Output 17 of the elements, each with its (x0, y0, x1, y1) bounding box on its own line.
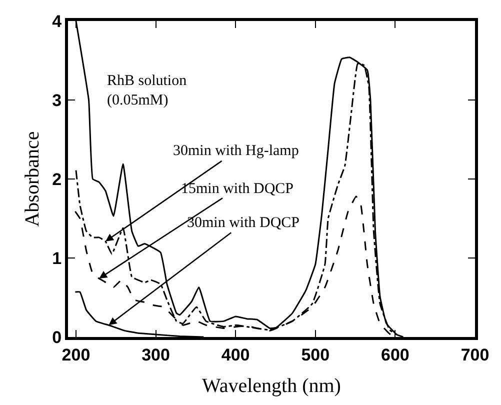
annotation: 30min with Hg-lamp (173, 143, 299, 159)
x-tick-label: 500 (301, 345, 330, 364)
y-axis-title: Absorbance (22, 131, 44, 227)
annotation: 15min with DQCP (181, 181, 294, 197)
y-tick-label: 0 (52, 328, 62, 347)
annotation: 30min with DQCP (187, 215, 300, 231)
annotation: RhB solution (0.05mM) (107, 73, 188, 108)
x-tick-label: 300 (142, 345, 170, 364)
x-tick-label: 200 (62, 345, 90, 364)
x-tick-label: 700 (460, 345, 490, 364)
x-axis-title: Wavelength (nm) (202, 374, 341, 397)
y-tick-label: 2 (52, 170, 62, 189)
y-tick-label: 3 (52, 90, 62, 110)
y-tick-label: 4 (52, 12, 62, 31)
x-tick-label: 400 (221, 345, 250, 364)
y-tick-label: 1 (52, 248, 62, 268)
x-tick-label: 600 (381, 345, 410, 364)
